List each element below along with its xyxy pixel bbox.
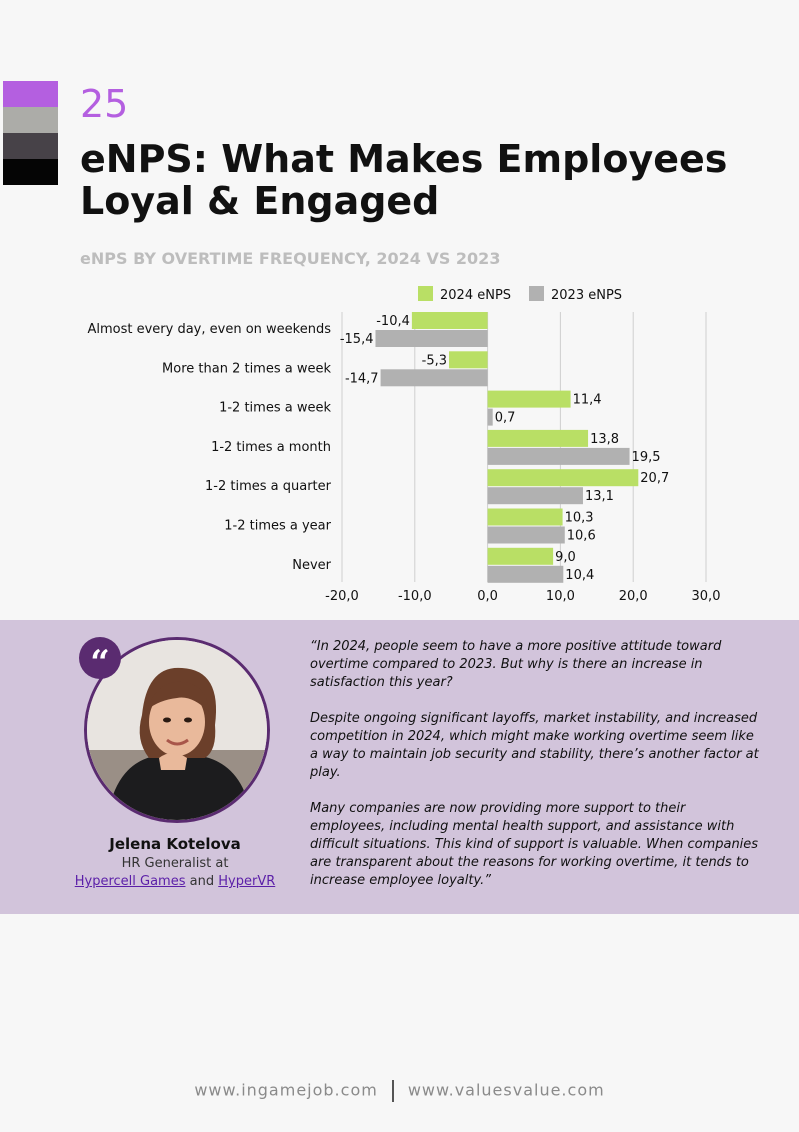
legend-label: 2023 eNPS — [551, 288, 622, 303]
data-label: 20,7 — [640, 471, 669, 486]
footer-link-ingamejob[interactable]: www.ingamejob.com — [194, 1080, 378, 1100]
data-label: 11,4 — [573, 393, 602, 408]
footer-divider — [391, 1080, 394, 1102]
color-swatch-2 — [3, 107, 58, 133]
bar — [487, 390, 571, 408]
color-swatch-4 — [3, 159, 58, 185]
legend-label: 2024 eNPS — [440, 288, 511, 303]
legend-swatch — [529, 286, 544, 301]
x-tick-label: -10,0 — [398, 589, 432, 604]
x-tick-label: 20,0 — [619, 589, 648, 604]
page-title: eNPS: What Makes Employees Loyal & Engag… — [80, 137, 728, 223]
category-label: More than 2 times a week — [162, 361, 331, 376]
x-tick-label: -20,0 — [325, 589, 359, 604]
bar — [487, 429, 589, 447]
bar — [487, 469, 639, 487]
color-swatch-3 — [3, 133, 58, 159]
category-label: 1-2 times a year — [224, 519, 331, 534]
bar — [380, 369, 488, 387]
quote-paragraph: Many companies are now providing more su… — [310, 801, 759, 888]
quote-paragraph: “In 2024, people seem to have a more pos… — [310, 639, 722, 690]
company-conjunction: and — [189, 874, 215, 889]
quote-icon: “ — [79, 637, 121, 683]
page-number: 25 — [80, 82, 129, 126]
data-label: -14,7 — [345, 371, 379, 386]
footer: www.ingamejob.com www.valuesvalue.com — [0, 1080, 799, 1102]
data-label: 13,8 — [590, 432, 619, 447]
footer-link-valuesvalue[interactable]: www.valuesvalue.com — [407, 1080, 605, 1100]
category-label: 1-2 times a week — [219, 401, 331, 416]
bar — [487, 508, 563, 526]
bar — [449, 351, 488, 369]
company-link-hypercell[interactable]: Hypercell Games — [74, 874, 186, 889]
person-company: Hypercell Games and HyperVR — [60, 874, 290, 889]
category-label: Never — [292, 558, 331, 573]
bar-chart: -20,0 -10,0 0,0 10,0 20,0 30,0 2024 eNPS 2023 e… — [87, 286, 721, 604]
data-label: -15,4 — [340, 332, 374, 347]
data-label: -10,4 — [376, 314, 410, 329]
data-label: 19,5 — [632, 450, 661, 465]
bar — [487, 487, 583, 505]
person-role: HR Generalist at — [121, 856, 229, 871]
data-label: 10,4 — [565, 568, 594, 583]
person-name: Jelena Kotelova — [109, 835, 241, 853]
legend-swatch — [418, 286, 433, 301]
bar — [487, 447, 630, 465]
quote-text: “In 2024, people seem to have a more pos… — [310, 638, 760, 908]
data-label: 10,6 — [567, 529, 596, 544]
data-label: 0,7 — [495, 411, 516, 426]
bar — [487, 565, 564, 583]
category-label: Almost every day, even on weekends — [87, 322, 331, 337]
category-label: 1-2 times a quarter — [205, 479, 332, 494]
quote-paragraph: Despite ongoing significant layoffs, mar… — [310, 711, 759, 780]
data-label: 9,0 — [555, 550, 576, 565]
chart-title: eNPS BY OVERTIME FREQUENCY, 2024 VS 2023 — [80, 249, 501, 268]
bar — [487, 526, 565, 544]
bar — [375, 330, 488, 347]
data-label: 10,3 — [565, 511, 594, 526]
bar — [487, 408, 493, 426]
data-label: -5,3 — [422, 353, 447, 368]
x-tick-label: 10,0 — [546, 589, 575, 604]
color-swatch-1 — [3, 81, 58, 107]
bar — [487, 547, 554, 565]
company-link-hypervr[interactable]: HyperVR — [218, 874, 276, 889]
data-label: 13,1 — [585, 489, 614, 504]
x-tick-label: 30,0 — [692, 589, 721, 604]
category-label: 1-2 times a month — [211, 440, 331, 455]
x-tick-label: 0,0 — [477, 589, 498, 604]
bar — [411, 312, 488, 329]
